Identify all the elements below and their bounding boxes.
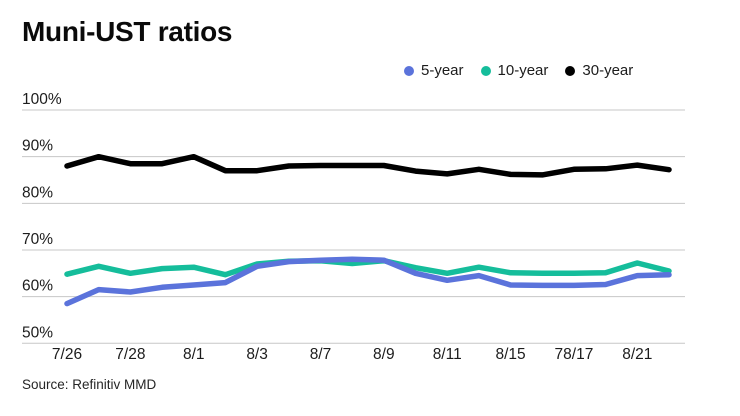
x-axis-label: 78/17 [555, 346, 594, 363]
series-line-5-year [64, 256, 672, 307]
x-axis-label: 7/28 [115, 346, 145, 363]
y-axis-label: 70% [22, 231, 53, 248]
legend-dot-5-year [404, 65, 414, 76]
chart-title: Muni-UST ratios [22, 16, 233, 47]
x-axis-label: 8/7 [310, 346, 332, 363]
legend-item-30-year: 30-year [565, 62, 633, 79]
y-axis-label: 50% [22, 324, 53, 341]
legend-item-10-year: 10-year [480, 62, 549, 79]
y-axis-label: 60% [22, 278, 53, 295]
series-line-10-year [64, 257, 672, 278]
legend-item-5-year: 5-year [404, 62, 464, 79]
legend-dot-10-year [480, 65, 491, 76]
x-axis-label: 8/9 [373, 346, 395, 363]
y-axis-label: 90% [22, 138, 53, 155]
legend-dot-30-year [565, 65, 576, 76]
series-line-30-year [64, 153, 672, 178]
y-axis-label: 100% [22, 91, 62, 108]
legend: 5-year 10-year 30-year [404, 62, 633, 79]
x-axis-label: 8/21 [622, 346, 652, 363]
source-note: Source: Refinitiv MMD [22, 377, 157, 392]
legend-label: 30-year [582, 62, 634, 79]
x-axis-label: 8/15 [495, 346, 525, 363]
legend-label: 10-year [497, 62, 549, 79]
y-axis-label: 80% [22, 184, 53, 201]
legend-label: 5-year [421, 62, 464, 79]
x-axis-label: 8/11 [433, 346, 462, 363]
x-axis-label: 8/3 [246, 346, 268, 363]
x-axis-label: 7/26 [52, 346, 82, 363]
x-axis-label: 8/1 [183, 346, 205, 363]
